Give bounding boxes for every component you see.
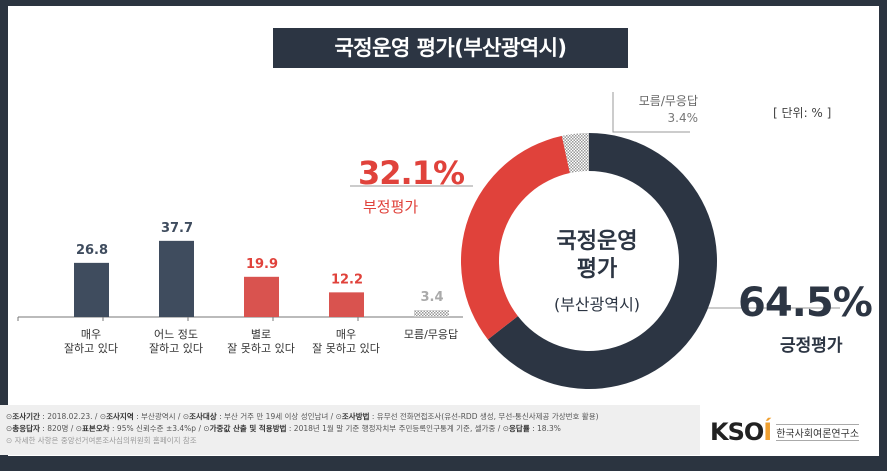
positive-label: 긍정평가 bbox=[780, 336, 843, 356]
bar-value-label: 37.7 bbox=[161, 221, 193, 236]
leader-line-dk bbox=[612, 92, 690, 133]
ksoi-logo: KSOÍ 한국사회여론연구소 bbox=[710, 418, 860, 446]
donut-center-subtitle: (부산광역시) bbox=[553, 295, 641, 314]
bar bbox=[244, 276, 279, 317]
bar bbox=[159, 240, 194, 317]
dk-percent: 3.4% bbox=[667, 111, 699, 125]
bar bbox=[414, 310, 449, 317]
donut-slice-positive bbox=[487, 133, 717, 389]
center-line1: 국정운영 bbox=[556, 229, 638, 254]
bar-value-label: 3.4 bbox=[420, 290, 443, 305]
chart-canvas: 26.8 37.7 19.9 12.2 3.4 bbox=[17, 92, 840, 389]
dk-label: 모름/무응답 bbox=[638, 94, 698, 108]
category-label: 모름/무응답 bbox=[403, 328, 459, 341]
bar-value-label: 26.8 bbox=[76, 243, 108, 258]
footer-key: 응답률 bbox=[509, 424, 530, 433]
bar bbox=[329, 292, 364, 317]
footer-key: 조사방법 bbox=[341, 412, 370, 421]
footer-key: 조사대상 bbox=[189, 412, 217, 421]
footer-key: 가중값 산출 및 적용방법 bbox=[209, 424, 287, 433]
donut-slice-dk bbox=[561, 133, 589, 174]
footer-key: 조사기간 bbox=[12, 412, 40, 421]
logo-org: 한국사회여론연구소 bbox=[776, 423, 860, 441]
unit-label: [ 단위: % ] bbox=[773, 106, 832, 120]
report-card: 국정운영 평가(부산광역시) 26.8 37.7 19.9 12.2 3.4 [ 단위:… bbox=[8, 6, 879, 456]
negative-percent: 32.1% bbox=[358, 154, 465, 192]
footer-line-1: ⊙조사기간 : 2018.02.23. / ⊙조사지역 : 부산광역시 / ⊙조… bbox=[6, 412, 599, 421]
bar-value-label: 12.2 bbox=[331, 272, 363, 287]
survey-info-footer: ⊙조사기간 : 2018.02.23. / ⊙조사지역 : 부산광역시 / ⊙조… bbox=[0, 405, 700, 455]
logo-brand: KSOÍ bbox=[710, 418, 772, 446]
donut-slice-negative bbox=[461, 135, 570, 340]
center-line2: 평가 bbox=[576, 257, 618, 282]
footer-key: 총응답자 bbox=[12, 424, 40, 433]
bar-value-label: 19.9 bbox=[246, 257, 278, 272]
negative-label: 부정평가 bbox=[363, 198, 419, 216]
footer-key: 표본오차 bbox=[82, 424, 110, 433]
footer-line-2: ⊙총응답자 : 820명 / ⊙표본오차 : 95% 신뢰수준 ±3.4%p /… bbox=[6, 424, 561, 433]
bar bbox=[74, 262, 109, 317]
footer-key: 조사지역 bbox=[106, 412, 134, 421]
footer-note: ⊙ 자세한 사항은 중앙선거여론조사심의위원회 홈페이지 참조 bbox=[6, 436, 197, 445]
positive-percent: 64.5% bbox=[738, 280, 873, 326]
category-label: 매우 잘 못하고 있다 bbox=[312, 328, 380, 355]
category-label: 매우 잘하고 있다 bbox=[63, 328, 119, 355]
footer-note-text: 자세한 사항은 중앙선거여론조사심의위원회 홈페이지 참조 bbox=[14, 436, 197, 445]
category-label: 별로 잘 못하고 있다 bbox=[227, 328, 295, 355]
page-title: 국정운영 평가(부산광역시) bbox=[273, 28, 628, 68]
category-label: 어느 정도 잘하고 있다 bbox=[148, 328, 204, 355]
